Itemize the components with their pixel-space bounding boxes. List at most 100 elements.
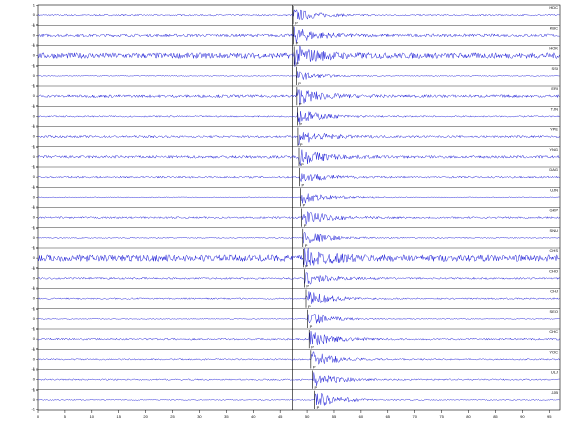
x-tick-label: 50 (305, 414, 310, 419)
x-tick-label: 60 (359, 414, 364, 419)
y-tick-label: 1 (33, 266, 36, 271)
y-tick-label: 0 (33, 12, 36, 17)
y-tick-label: -1 (31, 366, 35, 371)
y-tick-label: 0 (33, 194, 36, 199)
y-tick-label: -1 (31, 224, 35, 229)
y-tick-label: 0 (33, 235, 36, 240)
y-tick-label: -1 (31, 22, 35, 27)
phase-label: P (302, 182, 305, 187)
y-tick-label: -1 (31, 204, 35, 209)
y-tick-label: 0 (33, 255, 36, 260)
waveform (37, 26, 560, 44)
y-tick-label: 0 (33, 134, 36, 139)
y-tick-label: 1 (33, 165, 36, 170)
station-label: SSI (552, 66, 558, 71)
y-tick-label: 1 (33, 84, 36, 89)
waveform (37, 247, 560, 267)
y-tick-label: 1 (33, 104, 36, 109)
station-label: YPE (550, 127, 558, 132)
waveform (37, 173, 560, 183)
waveform (37, 132, 560, 146)
phase-label: P (303, 203, 306, 208)
y-tick-label: -1 (31, 285, 35, 290)
y-tick-label: -1 (31, 184, 35, 189)
phase-label: P (317, 405, 320, 410)
station-label: SNU (550, 228, 559, 233)
y-tick-label: -1 (31, 123, 35, 128)
y-tick-label: -1 (31, 407, 35, 412)
x-tick-label: 45 (278, 414, 283, 419)
y-tick-label: 1 (33, 144, 36, 149)
waveform (37, 314, 560, 324)
waveform (37, 111, 560, 125)
station-label: TJN (551, 106, 558, 111)
phase-label: P (298, 81, 301, 86)
station-label: HOK (549, 46, 558, 51)
waveform (37, 71, 560, 80)
phase-label: P (296, 41, 299, 46)
y-tick-label: -1 (31, 326, 35, 331)
x-tick-label: 70 (412, 414, 417, 419)
y-tick-label: -1 (31, 346, 35, 351)
waveform (37, 372, 560, 386)
station-label: JJB (551, 390, 558, 395)
waveform (37, 291, 560, 304)
y-tick-label: -1 (31, 305, 35, 310)
waveform (37, 45, 560, 67)
phase-label: P (313, 365, 316, 370)
y-tick-label: 1 (33, 327, 36, 332)
y-tick-label: 1 (33, 286, 36, 291)
y-tick-label: -1 (31, 62, 35, 67)
y-tick-label: 0 (33, 296, 36, 301)
y-tick-label: 0 (33, 275, 36, 280)
y-tick-label: 1 (33, 246, 36, 251)
station-label: YOC (549, 349, 558, 354)
phase-label: P (296, 61, 299, 66)
x-tick-label: 90 (520, 414, 525, 419)
waveform (37, 89, 560, 105)
y-tick-label: 0 (33, 53, 36, 58)
y-tick-label: 0 (33, 32, 36, 37)
station-label: ULJ (551, 370, 558, 375)
x-tick-label: 30 (197, 414, 202, 419)
y-tick-label: -1 (31, 265, 35, 270)
phase-label: P (314, 385, 317, 390)
phase-label: P (308, 304, 311, 309)
y-tick-label: 1 (33, 124, 36, 129)
station-label: GKP (550, 208, 559, 213)
y-tick-label: -1 (31, 143, 35, 148)
phase-label: P (304, 223, 307, 228)
waveform (37, 210, 560, 225)
y-tick-label: -1 (31, 164, 35, 169)
waveform (37, 231, 560, 244)
y-tick-label: 0 (33, 174, 36, 179)
y-tick-label: 0 (33, 356, 36, 361)
x-tick-label: 40 (251, 414, 256, 419)
x-tick-label: 15 (116, 414, 121, 419)
y-tick-label: 0 (33, 154, 36, 159)
y-tick-label: 1 (33, 225, 36, 230)
station-label: YNG (549, 147, 558, 152)
waveform (37, 331, 560, 345)
phase-label: P (306, 284, 309, 289)
phase-label: P (300, 142, 303, 147)
y-tick-label: -1 (31, 245, 35, 250)
y-tick-label: 0 (33, 316, 36, 321)
waveform (37, 351, 560, 365)
y-tick-label: 0 (33, 93, 36, 98)
x-tick-label: 25 (170, 414, 175, 419)
x-tick-label: 65 (386, 414, 391, 419)
x-tick-label: 5 (64, 414, 67, 419)
y-tick-label: -1 (31, 83, 35, 88)
phase-label: P (299, 101, 302, 106)
station-label: DAG (549, 167, 558, 172)
y-tick-label: 1 (33, 387, 36, 392)
y-tick-label: 1 (33, 306, 36, 311)
station-label: CHS (550, 248, 559, 253)
y-tick-label: 0 (33, 377, 36, 382)
y-tick-label: 1 (33, 63, 36, 68)
station-label: KBC (550, 25, 558, 30)
waveform (37, 193, 560, 204)
y-tick-label: 1 (33, 185, 36, 190)
